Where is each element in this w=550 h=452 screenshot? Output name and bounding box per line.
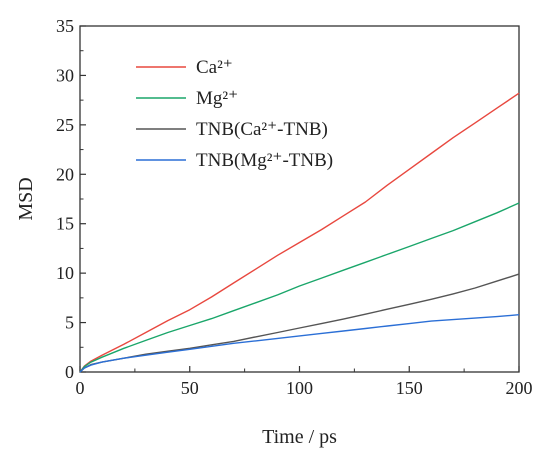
legend: Ca²⁺ Mg²⁺ TNB(Ca²⁺-TNB) TNB(Mg²⁺-TNB): [136, 57, 333, 171]
y-tick-label: 10: [56, 263, 74, 283]
series-line-3: [79, 273, 520, 373]
y-tick-label: 15: [56, 214, 74, 234]
series-line-2: [79, 202, 520, 373]
y-axis-title: MSD: [15, 177, 37, 220]
legend-label-4: TNB(Mg²⁺-TNB): [196, 150, 333, 171]
y-tick-label: 35: [56, 16, 74, 36]
x-axis-title: Time / ps: [262, 426, 337, 448]
x-tick-label: 150: [396, 378, 423, 398]
x-tick-label: 200: [506, 378, 533, 398]
y-tick-label: 0: [65, 362, 74, 382]
legend-label-3: TNB(Ca²⁺-TNB): [196, 119, 328, 140]
x-tick-label: 50: [181, 378, 199, 398]
x-tick-label: 100: [286, 378, 313, 398]
plot-lines: [79, 92, 520, 373]
x-tick-label: 0: [76, 378, 85, 398]
series-line-1: [79, 92, 520, 373]
y-tick-label: 20: [56, 164, 74, 184]
y-tick-label: 25: [56, 115, 74, 135]
series-line-4: [79, 314, 520, 373]
legend-label-2: Mg²⁺: [196, 88, 238, 109]
y-tick-label: 5: [65, 313, 74, 333]
legend-label-1: Ca²⁺: [196, 57, 233, 78]
y-tick-label: 30: [56, 65, 74, 85]
axes: 0 50 100 150 200 0 5 10 15 20 25 30 35: [56, 16, 533, 398]
